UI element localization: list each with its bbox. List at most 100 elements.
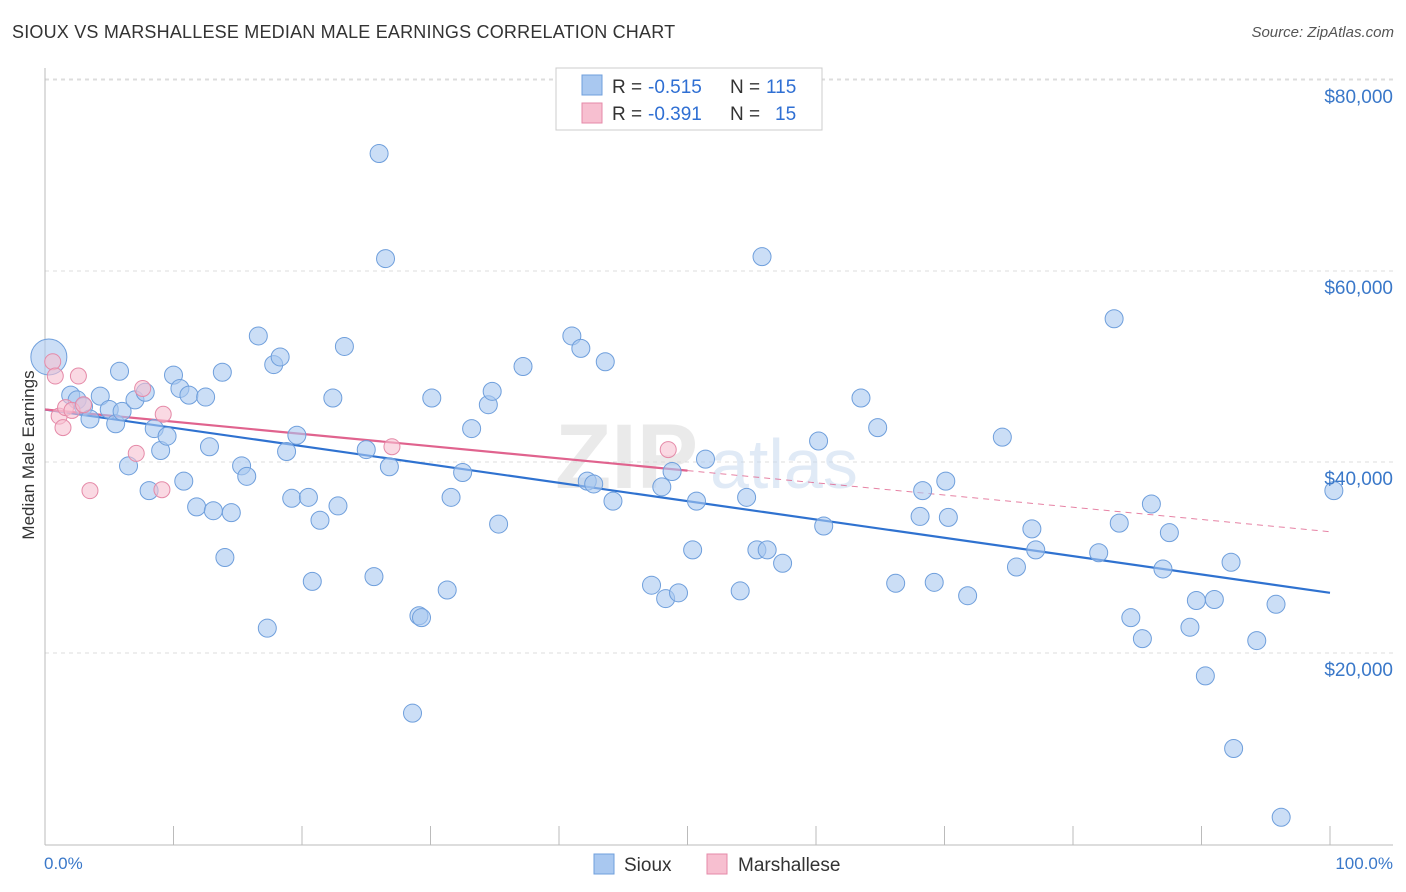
marshallese-point bbox=[44, 353, 62, 371]
sioux-point bbox=[1006, 557, 1026, 577]
marshallese-point bbox=[75, 396, 93, 414]
sioux-point bbox=[403, 703, 423, 723]
legend-marsh-r-label: R = bbox=[612, 104, 642, 125]
sioux-point bbox=[752, 247, 772, 267]
watermark: ZIP atlas bbox=[555, 406, 858, 508]
legend-marsh-swatch bbox=[581, 102, 603, 124]
marshallese-point bbox=[659, 441, 677, 459]
marshallese-trend-extension bbox=[687, 470, 1331, 533]
sioux-point bbox=[910, 506, 930, 526]
watermark-zip: ZIP bbox=[555, 406, 698, 508]
sioux-point bbox=[1132, 629, 1152, 649]
sioux-point bbox=[1104, 309, 1124, 329]
sioux-point bbox=[248, 326, 268, 346]
sioux-point bbox=[298, 487, 318, 507]
marshallese-point bbox=[54, 419, 72, 437]
marshallese-point bbox=[81, 482, 99, 500]
bottom-legend-marsh-swatch bbox=[706, 853, 728, 875]
sioux-point bbox=[1271, 807, 1291, 827]
sioux-point bbox=[323, 388, 343, 408]
y-tick-labels: $20,000 $40,000 $60,000 $80,000 bbox=[1324, 87, 1393, 681]
sioux-point bbox=[412, 608, 432, 628]
sioux-point bbox=[1141, 494, 1161, 514]
x-tick-label-end: 100.0% bbox=[1335, 854, 1393, 873]
sioux-point bbox=[221, 503, 241, 523]
chart-title: SIOUX VS MARSHALLESE MEDIAN MALE EARNING… bbox=[12, 22, 676, 42]
sioux-point bbox=[376, 249, 396, 269]
sioux-point bbox=[212, 362, 232, 382]
sioux-point bbox=[1153, 559, 1173, 579]
sioux-point bbox=[482, 381, 502, 401]
x-tick-label-start: 0.0% bbox=[44, 854, 83, 873]
sioux-point bbox=[1186, 590, 1206, 610]
sioux-point bbox=[328, 496, 348, 516]
sioux-point bbox=[187, 497, 207, 517]
legend-marsh-r-value: -0.391 bbox=[648, 104, 702, 125]
axes bbox=[44, 68, 1393, 846]
watermark-atlas: atlas bbox=[710, 425, 858, 503]
marshallese-point bbox=[134, 379, 152, 397]
y-tick-label: $20,000 bbox=[1324, 660, 1393, 681]
legend-marsh-n-value: 15 bbox=[775, 104, 796, 125]
sioux-point bbox=[757, 540, 777, 560]
sioux-point bbox=[196, 387, 216, 407]
sioux-point bbox=[462, 419, 482, 439]
sioux-point bbox=[938, 507, 958, 527]
sioux-point bbox=[730, 581, 750, 601]
sioux-point bbox=[992, 427, 1012, 447]
sioux-point bbox=[379, 457, 399, 477]
marshallese-point bbox=[127, 444, 145, 462]
sioux-point bbox=[199, 437, 219, 457]
sioux-point bbox=[773, 553, 793, 573]
sioux-point bbox=[1121, 608, 1141, 628]
sioux-point bbox=[669, 583, 689, 603]
sioux-point bbox=[1247, 631, 1267, 651]
sioux-point bbox=[364, 567, 384, 587]
sioux-point bbox=[513, 357, 533, 376]
sioux-point bbox=[437, 580, 457, 600]
sioux-point bbox=[110, 361, 130, 381]
marshallese-point bbox=[383, 438, 401, 456]
sioux-point bbox=[257, 618, 277, 638]
sioux-point bbox=[683, 540, 703, 560]
sioux-point bbox=[157, 426, 177, 446]
sioux-point bbox=[1109, 513, 1129, 533]
sioux-point bbox=[662, 462, 682, 482]
sioux-point bbox=[453, 463, 473, 483]
sioux-points bbox=[30, 144, 1344, 827]
sioux-point bbox=[652, 477, 672, 497]
sioux-point bbox=[1180, 617, 1200, 637]
marshallese-point bbox=[69, 367, 87, 385]
sioux-point bbox=[422, 388, 442, 408]
bottom-legend-sioux-label: Sioux bbox=[624, 855, 672, 876]
sioux-point bbox=[886, 573, 906, 593]
sioux-point bbox=[809, 431, 829, 451]
sioux-point bbox=[302, 571, 322, 591]
sioux-point bbox=[958, 586, 978, 606]
legend-sioux-r-value: -0.515 bbox=[648, 77, 702, 98]
sioux-point bbox=[924, 572, 944, 592]
y-tick-label: $40,000 bbox=[1324, 469, 1393, 490]
sioux-point bbox=[603, 491, 623, 511]
sioux-point bbox=[369, 144, 389, 164]
sioux-point bbox=[112, 401, 132, 421]
sioux-point bbox=[270, 347, 290, 367]
sioux-point bbox=[814, 516, 834, 536]
x-tick-labels: 0.0% 100.0% bbox=[44, 854, 1393, 873]
bottom-legend-sioux-swatch bbox=[593, 853, 615, 875]
sioux-point bbox=[1224, 739, 1244, 758]
sioux-point bbox=[595, 352, 615, 372]
sioux-point bbox=[737, 487, 757, 507]
sioux-point bbox=[1022, 519, 1042, 539]
sioux-point bbox=[179, 385, 199, 405]
sioux-point bbox=[1195, 666, 1215, 686]
y-tick-label: $80,000 bbox=[1324, 87, 1393, 108]
sioux-point bbox=[571, 338, 591, 358]
sioux-point bbox=[851, 388, 871, 408]
sioux-point bbox=[695, 449, 715, 469]
sioux-point bbox=[441, 487, 461, 507]
sioux-point bbox=[174, 471, 194, 491]
legend-marsh-n-label: N = bbox=[730, 104, 760, 125]
legend-sioux-n-label: N = bbox=[730, 77, 760, 98]
